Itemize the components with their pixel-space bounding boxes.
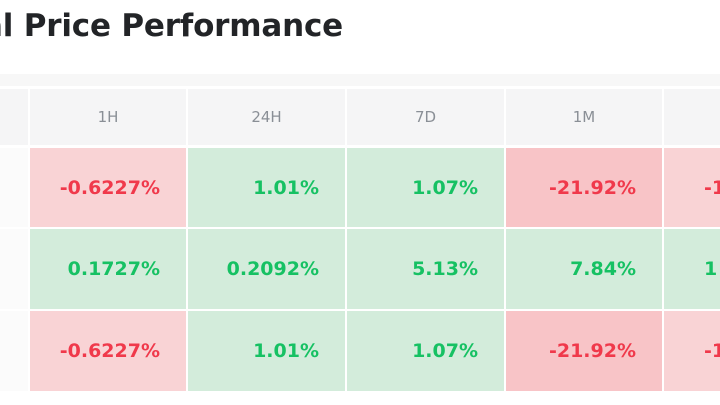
performance-cell-1h: -0.6227% <box>30 148 186 227</box>
performance-cell-1h: 0.1727% <box>30 229 186 309</box>
performance-cell-7d: 1.07% <box>347 148 504 227</box>
performance-cell-24h: 1.01% <box>188 148 345 227</box>
column-header-label <box>0 89 28 145</box>
performance-cell-next: 1 <box>664 229 720 309</box>
performance-cell-1h: -0.6227% <box>30 311 186 391</box>
row-label <box>0 148 28 227</box>
column-header-24h: 24H <box>188 89 345 145</box>
performance-cell-next: -1 <box>664 311 720 391</box>
column-header-1m: 1M <box>506 89 662 145</box>
section-title: al Price Performance <box>0 8 343 44</box>
performance-cell-24h: 1.01% <box>188 311 345 391</box>
performance-cell-7d: 5.13% <box>347 229 504 309</box>
column-header-7d: 7D <box>347 89 504 145</box>
performance-cell-24h: 0.2092% <box>188 229 345 309</box>
row-label <box>0 229 28 309</box>
row-label <box>0 311 28 391</box>
performance-cell-next: -1 <box>664 148 720 227</box>
column-header-1h: 1H <box>30 89 186 145</box>
column-header-next <box>664 89 720 145</box>
performance-cell-7d: 1.07% <box>347 311 504 391</box>
performance-cell-1m: 7.84% <box>506 229 662 309</box>
performance-cell-1m: -21.92% <box>506 311 662 391</box>
performance-cell-1m: -21.92% <box>506 148 662 227</box>
section-divider-band <box>0 74 720 86</box>
